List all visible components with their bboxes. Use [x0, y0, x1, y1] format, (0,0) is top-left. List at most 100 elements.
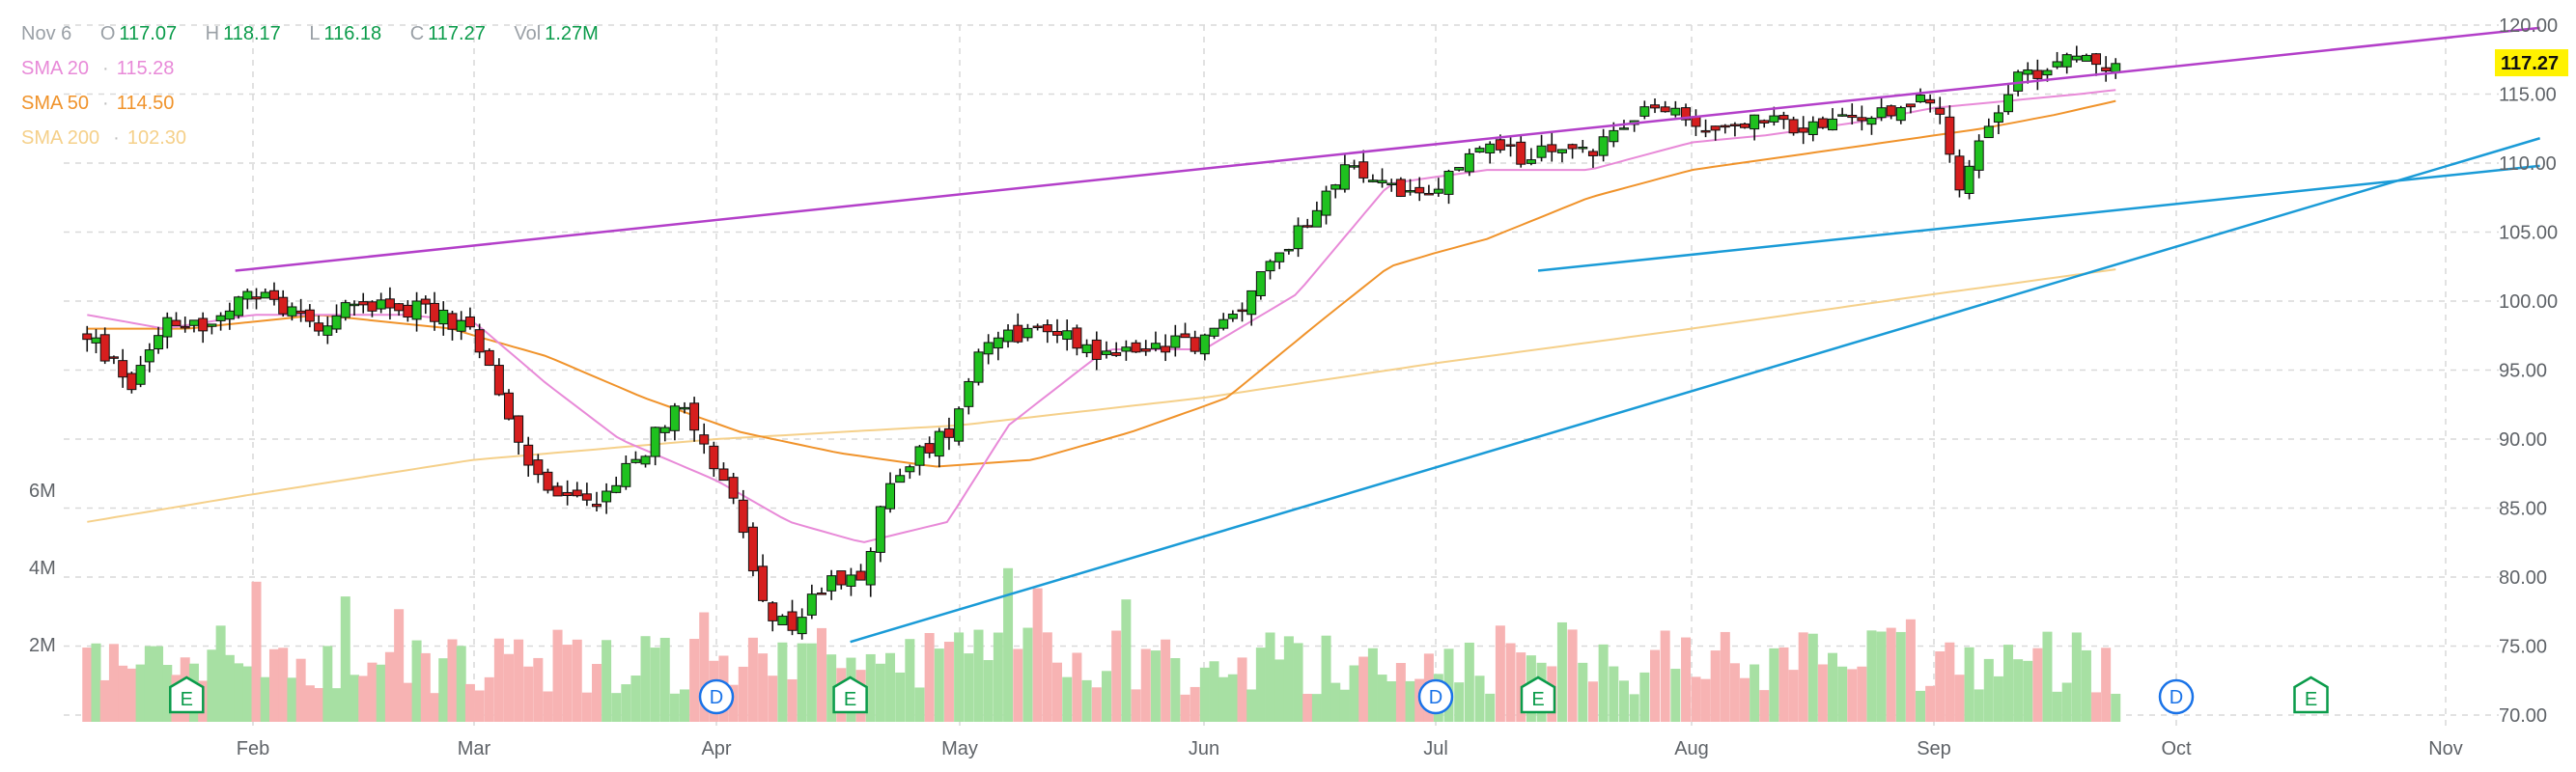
candle-body[interactable] [1778, 115, 1789, 121]
candle-body[interactable] [154, 335, 164, 350]
candle-body[interactable] [1032, 325, 1043, 329]
earnings-marker[interactable] [169, 676, 205, 714]
candle-body[interactable] [314, 322, 324, 332]
candle-body[interactable] [816, 593, 826, 595]
candle-body[interactable] [699, 434, 710, 445]
candle-body[interactable] [1209, 327, 1219, 337]
candle-body[interactable] [1567, 144, 1578, 150]
candle-body[interactable] [1042, 324, 1052, 333]
candle-body[interactable] [1274, 252, 1285, 262]
candle-body[interactable] [1660, 106, 1670, 113]
candle-body[interactable] [1190, 337, 1200, 352]
candle-body[interactable] [846, 574, 856, 587]
candle-body[interactable] [1740, 123, 1750, 128]
dividend-marker[interactable] [2158, 678, 2195, 715]
candle-body[interactable] [533, 459, 544, 476]
candle-body[interactable] [135, 365, 146, 385]
candle-body[interactable] [1639, 106, 1650, 117]
candle-body[interactable] [1750, 114, 1760, 130]
candle-body[interactable] [983, 342, 994, 355]
candle-body[interactable] [420, 298, 431, 305]
candle-body[interactable] [180, 325, 190, 329]
candle-body[interactable] [295, 310, 306, 315]
candle-body[interactable] [1609, 129, 1619, 143]
candle-body[interactable] [1516, 141, 1526, 165]
candle-body[interactable] [456, 319, 466, 332]
candle-body[interactable] [1311, 209, 1322, 228]
candle-body[interactable] [503, 392, 514, 420]
trendline[interactable] [235, 26, 2540, 272]
candle-body[interactable] [1358, 161, 1369, 179]
candle-body[interactable] [1876, 107, 1887, 119]
candle-body[interactable] [602, 490, 612, 503]
candle-body[interactable] [1302, 225, 1313, 228]
candle-body[interactable] [162, 317, 173, 338]
candle-body[interactable] [1150, 343, 1161, 349]
candle-body[interactable] [1993, 112, 2003, 124]
candle-body[interactable] [1081, 344, 1092, 353]
candle-body[interactable] [581, 493, 592, 501]
candle-body[interactable] [1255, 271, 1266, 296]
candle-body[interactable] [747, 526, 758, 572]
candle-body[interactable] [552, 485, 563, 497]
candle-body[interactable] [1720, 124, 1730, 128]
candle-body[interactable] [1587, 151, 1598, 156]
candle-body[interactable] [1578, 147, 1588, 150]
candle-body[interactable] [1954, 155, 1965, 191]
candle-body[interactable] [215, 315, 226, 321]
candle-body[interactable] [1386, 182, 1397, 186]
candle-body[interactable] [464, 317, 475, 328]
candle-body[interactable] [1925, 98, 1936, 104]
candle-body[interactable] [1330, 184, 1341, 190]
candle-body[interactable] [1423, 192, 1434, 196]
candle-body[interactable] [1180, 333, 1190, 339]
candle-body[interactable] [2052, 61, 2062, 68]
candle-body[interactable] [384, 298, 395, 309]
candle-body[interactable] [1101, 350, 1111, 355]
candle-body[interactable] [865, 550, 876, 586]
candle-body[interactable] [118, 360, 128, 378]
candle-body[interactable] [1293, 225, 1303, 250]
candle-body[interactable] [340, 302, 350, 318]
candle-body[interactable] [514, 415, 524, 443]
candle-body[interactable] [242, 290, 253, 300]
candle-body[interactable] [1433, 188, 1443, 194]
candle-body[interactable] [1974, 140, 1984, 171]
candle-body[interactable] [1983, 125, 1994, 139]
candle-body[interactable] [1769, 115, 1779, 123]
candle-body[interactable] [1349, 165, 1359, 168]
candle-body[interactable] [1454, 167, 1465, 171]
candle-body[interactable] [322, 325, 333, 336]
candle-body[interactable] [572, 489, 582, 497]
candle-body[interactable] [1547, 144, 1557, 152]
candle-body[interactable] [1218, 318, 1229, 329]
candle-body[interactable] [993, 337, 1003, 349]
candle-body[interactable] [826, 575, 837, 592]
candle-body[interactable] [1536, 145, 1547, 158]
candle-body[interactable] [630, 458, 641, 463]
candle-body[interactable] [1650, 104, 1661, 109]
candle-body[interactable] [895, 475, 906, 483]
candle-body[interactable] [875, 506, 885, 553]
candle-body[interactable] [679, 406, 689, 410]
candle-body[interactable] [278, 296, 289, 315]
candle-body[interactable] [650, 427, 660, 457]
candle-body[interactable] [367, 301, 378, 312]
sma-200-legend[interactable]: SMA 200 · 102.30 [21, 127, 192, 150]
candle-body[interactable] [768, 602, 778, 621]
candle-body[interactable] [1495, 139, 1505, 151]
candle-body[interactable] [924, 443, 935, 454]
candle-body[interactable] [523, 444, 534, 466]
candle-body[interactable] [806, 593, 817, 616]
candle-body[interactable] [797, 617, 807, 635]
candle-body[interactable] [1464, 152, 1474, 173]
candle-body[interactable] [1140, 347, 1151, 352]
candle-body[interactable] [2091, 53, 2102, 66]
candle-body[interactable] [855, 570, 866, 581]
earnings-marker[interactable] [832, 676, 868, 714]
candle-body[interactable] [493, 365, 504, 396]
candle-body[interactable] [718, 468, 729, 482]
candle-body[interactable] [1828, 118, 1838, 131]
candle-body[interactable] [562, 491, 573, 497]
